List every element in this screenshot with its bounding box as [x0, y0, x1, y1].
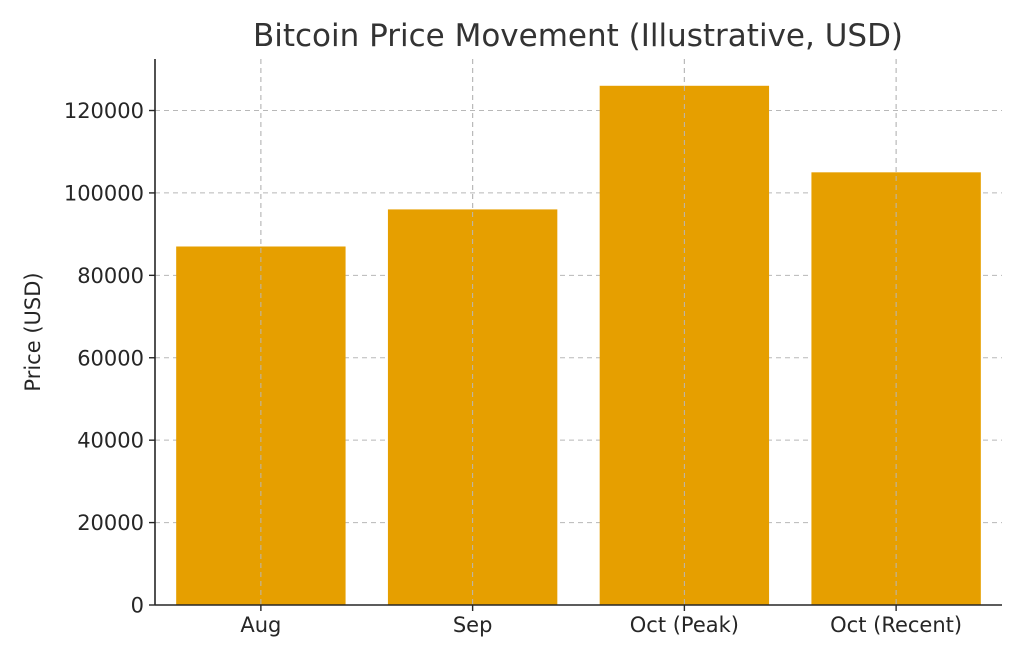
y-tick-label-1: 20000 — [77, 511, 144, 535]
y-tick-label-4: 80000 — [77, 264, 144, 288]
y-axis-label: Price (USD) — [21, 272, 45, 391]
x-tick-label-1: Sep — [453, 613, 493, 637]
axes-layer — [154, 59, 1002, 606]
x-tick-label-0: Aug — [240, 613, 281, 637]
bar-aug — [176, 246, 346, 606]
y-tick-label-5: 100000 — [64, 181, 144, 205]
ticks-layer: 0 20000 40000 60000 80000 100000 120000 Aug Sep O… — [64, 99, 962, 637]
bars-layer — [176, 59, 981, 606]
x-tick-label-3: Oct (Recent) — [830, 613, 962, 637]
x-tick-label-2: Oct (Peak) — [630, 613, 739, 637]
y-tick-label-6: 120000 — [64, 99, 144, 123]
y-tick-label-2: 40000 — [77, 429, 144, 453]
bar-oct-recent — [811, 172, 981, 606]
chart-title: Bitcoin Price Movement (Illustrative, US… — [253, 18, 903, 54]
y-tick-label-0: 0 — [131, 594, 144, 618]
y-tick-label-3: 60000 — [77, 346, 144, 370]
